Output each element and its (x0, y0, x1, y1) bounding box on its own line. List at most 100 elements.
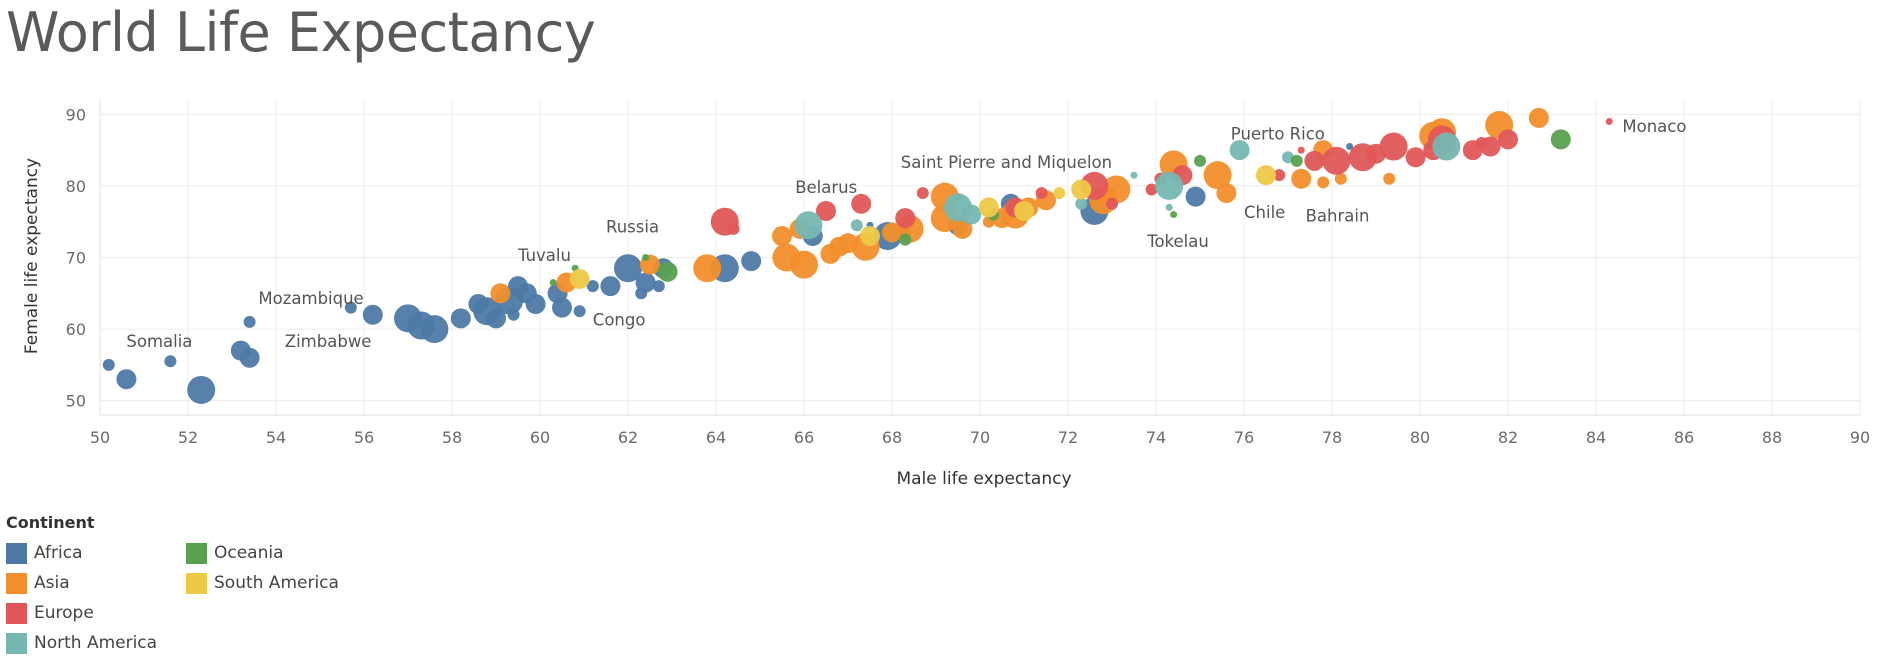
data-point-asia[interactable] (1216, 183, 1237, 204)
data-point-africa[interactable] (1185, 186, 1206, 207)
data-point-europe[interactable] (895, 208, 916, 229)
data-point-oceania[interactable] (1194, 154, 1206, 167)
data-point-europe[interactable] (1379, 132, 1408, 161)
x-axis-title: Male life expectancy (896, 469, 1071, 489)
data-point-oceania[interactable] (657, 261, 678, 282)
data-point-europe[interactable] (816, 200, 836, 221)
country-label: Puerto Rico (1231, 124, 1325, 143)
data-point-europe[interactable] (1322, 146, 1351, 175)
country-label: Congo (593, 311, 646, 330)
legend-item-africa[interactable]: Africa (6, 538, 186, 568)
data-point-africa[interactable] (1346, 143, 1354, 151)
data-point-asia[interactable] (1291, 168, 1312, 189)
data-point-north-america[interactable] (1165, 203, 1173, 211)
legend-item-europe[interactable]: Europe (6, 598, 186, 628)
data-point-north-america[interactable] (1130, 171, 1138, 179)
data-point-africa[interactable] (614, 254, 642, 283)
data-point-europe[interactable] (851, 193, 872, 214)
data-point-south-america[interactable] (860, 226, 880, 247)
country-label: Chile (1244, 203, 1285, 222)
data-point-africa[interactable] (362, 304, 383, 325)
data-point-north-america[interactable] (1155, 171, 1184, 200)
y-tick-label: 70 (66, 249, 86, 268)
page-title: World Life Expectancy (6, 1, 596, 64)
legend-label: North America (34, 633, 158, 653)
data-point-africa[interactable] (450, 308, 471, 329)
data-point-oceania[interactable] (549, 279, 557, 287)
data-point-oceania[interactable] (1290, 154, 1303, 167)
data-point-north-america[interactable] (961, 204, 982, 225)
data-point-south-america[interactable] (1256, 165, 1276, 186)
data-point-africa[interactable] (420, 315, 449, 344)
data-point-africa[interactable] (525, 294, 546, 315)
country-label: Somalia (126, 332, 192, 351)
data-point-europe[interactable] (1273, 169, 1286, 182)
data-point-asia[interactable] (1383, 172, 1396, 185)
data-point-asia[interactable] (952, 218, 973, 239)
data-point-africa[interactable] (116, 369, 137, 390)
data-point-africa[interactable] (344, 301, 357, 314)
data-point-europe[interactable] (1106, 197, 1118, 210)
data-point-south-america[interactable] (1071, 179, 1092, 200)
data-point-africa[interactable] (164, 355, 177, 368)
y-axis-ticks: 50 60 70 80 90 (66, 105, 86, 410)
data-point-north-america[interactable] (1229, 140, 1250, 161)
data-point-africa[interactable] (243, 315, 256, 328)
data-point-europe[interactable] (1605, 117, 1613, 125)
data-point-oceania[interactable] (1550, 129, 1571, 150)
data-point-africa[interactable] (507, 308, 520, 321)
data-point-europe[interactable] (1405, 147, 1426, 168)
data-point-africa[interactable] (652, 280, 665, 293)
data-point-oceania[interactable] (642, 254, 650, 261)
data-point-africa[interactable] (741, 251, 762, 272)
data-point-oceania[interactable] (899, 233, 912, 246)
x-tick-label: 70 (970, 428, 990, 447)
legend-item-oceania[interactable]: Oceania (186, 538, 366, 568)
data-point-asia[interactable] (693, 254, 722, 283)
data-point-europe[interactable] (1145, 183, 1158, 196)
data-point-europe[interactable] (1498, 129, 1518, 150)
y-tick-label: 50 (66, 392, 86, 411)
data-point-africa[interactable] (552, 297, 572, 318)
data-point-africa[interactable] (486, 308, 506, 329)
data-point-europe[interactable] (727, 222, 740, 235)
data-point-africa[interactable] (102, 358, 115, 371)
x-tick-label: 62 (618, 428, 638, 447)
data-point-asia[interactable] (1528, 107, 1549, 128)
data-point-asia[interactable] (1102, 175, 1131, 204)
data-point-oceania[interactable] (1170, 211, 1178, 219)
x-tick-label: 90 (1850, 428, 1870, 447)
data-point-africa[interactable] (187, 375, 216, 404)
data-point-south-america[interactable] (978, 197, 999, 218)
data-point-south-america[interactable] (1014, 200, 1034, 221)
data-point-africa[interactable] (600, 276, 621, 297)
data-point-south-america[interactable] (569, 268, 590, 289)
data-point-asia[interactable] (490, 283, 511, 304)
data-point-asia[interactable] (1203, 161, 1232, 190)
legend-item-north-america[interactable]: North America (6, 628, 186, 658)
data-point-asia[interactable] (1317, 176, 1330, 189)
data-point-europe[interactable] (1035, 187, 1048, 200)
data-point-africa[interactable] (586, 280, 599, 293)
data-point-europe[interactable] (1297, 146, 1305, 154)
data-point-europe[interactable] (1304, 150, 1325, 171)
data-point-africa[interactable] (635, 287, 648, 300)
legend-item-asia[interactable]: Asia (6, 568, 186, 598)
data-point-asia[interactable] (1334, 172, 1347, 185)
data-point-europe[interactable] (916, 187, 929, 200)
country-label: Mozambique (258, 289, 363, 308)
data-point-south-america[interactable] (1053, 187, 1066, 200)
country-label: Tuvalu (517, 246, 571, 265)
data-point-north-america[interactable] (1432, 132, 1461, 161)
data-point-north-america[interactable] (794, 211, 823, 240)
data-point-asia[interactable] (772, 226, 792, 247)
data-point-africa[interactable] (573, 305, 586, 318)
data-point-europe[interactable] (1480, 136, 1501, 157)
legend-item-south-america[interactable]: South America (186, 568, 366, 598)
x-tick-label: 64 (706, 428, 726, 447)
data-point-asia[interactable] (790, 250, 818, 279)
x-tick-label: 82 (1498, 428, 1518, 447)
data-point-africa[interactable] (239, 347, 260, 368)
data-point-north-america[interactable] (1075, 197, 1088, 210)
data-point-north-america[interactable] (850, 219, 863, 232)
